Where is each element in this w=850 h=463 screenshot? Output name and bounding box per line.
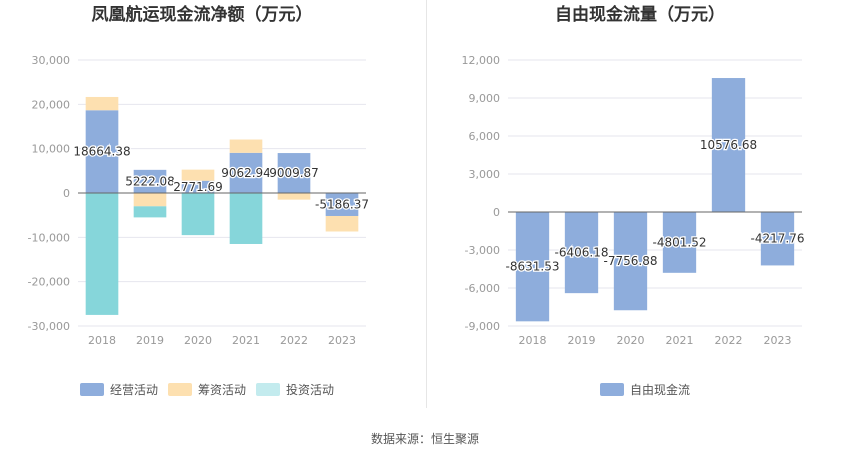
chart-2-ytick-label: 3,000 [469, 168, 501, 181]
chart-2-xtick-label: 2018 [519, 334, 547, 347]
chart-2-ytick-label: 6,000 [469, 130, 501, 143]
chart-2-xtick-label: 2020 [617, 334, 645, 347]
chart-2-bar-fcf-2023 [760, 212, 795, 266]
chart-1-legend-label-financing: 筹资活动 [198, 383, 246, 397]
chart-1-legend-swatch-operating [80, 383, 104, 396]
chart-1-bar-investing-2019 [133, 206, 167, 218]
chart-1-xtick-label: 2023 [328, 334, 356, 347]
chart-2-data-label: -6406.18 [555, 246, 609, 260]
chart-2-title: 自由现金流量（万元） [555, 4, 725, 25]
chart-1-ytick-label: 0 [63, 187, 70, 200]
chart-2-bar-fcf-2019 [564, 212, 599, 294]
chart-1-data-label: 2771.69 [173, 180, 223, 194]
chart-1-bar-operating-2022 [277, 153, 311, 193]
chart-1-xtick-label: 2019 [136, 334, 164, 347]
chart-1-bar-financing-2019 [133, 193, 167, 207]
chart-1-data-label: 18664.38 [73, 145, 130, 159]
chart-1-ytick-label: -20,000 [28, 276, 70, 289]
chart-2-xtick-label: 2021 [666, 334, 694, 347]
chart-1-ytick-label: 20,000 [32, 98, 71, 111]
chart-2-data-label: 10576.68 [700, 138, 757, 152]
chart-2-ytick-label: 12,000 [462, 54, 501, 67]
chart-1-bar-financing-2018 [85, 96, 119, 111]
chart-1-bar-financing-2023 [325, 215, 359, 232]
chart-2-ytick-label: -9,000 [465, 320, 500, 333]
chart-1-legend-swatch-financing [168, 383, 192, 396]
chart-2-xtick-label: 2022 [715, 334, 743, 347]
chart-2-bar-fcf-2021 [662, 212, 697, 273]
chart-1-xtick-label: 2021 [232, 334, 260, 347]
chart-1-ytick-label: -10,000 [28, 231, 70, 244]
chart-1-title: 凤凰航运现金流净额（万元） [92, 4, 313, 25]
chart-1-legend-label-operating: 经营活动 [110, 383, 158, 397]
chart-2-ytick-label: 0 [493, 206, 500, 219]
chart-1-data-label: 9062.94 [221, 166, 271, 180]
chart-2-ytick-label: -3,000 [465, 244, 500, 257]
chart-1-legend-swatch-investing [256, 383, 280, 396]
chart-2-ytick-label: 9,000 [469, 92, 501, 105]
chart-1-xtick-label: 2018 [88, 334, 116, 347]
chart-1-bar-operating-2018 [85, 110, 119, 193]
chart-1-bar-investing-2021 [229, 193, 263, 244]
chart-1-bar-operating-2019 [133, 169, 167, 193]
chart-1-ytick-label: 10,000 [32, 143, 71, 156]
chart-2-xtick-label: 2023 [764, 334, 792, 347]
chart-1-xtick-label: 2022 [280, 334, 308, 347]
chart-1-bar-operating-2023 [325, 193, 359, 216]
chart-2-data-label: -7756.88 [604, 254, 658, 268]
chart-1-bar-investing-2018 [85, 193, 119, 315]
chart-1-bar-operating-2021 [229, 152, 263, 193]
chart-2-legend-label-fcf: 自由现金流 [630, 382, 690, 397]
chart-2-data-label: -4801.52 [653, 235, 707, 249]
chart-1-xtick-label: 2020 [184, 334, 212, 347]
chart-2-data-label: -4217.76 [751, 232, 805, 246]
chart-1-ytick-label: 30,000 [32, 54, 71, 67]
chart-1-data-label: 9009.87 [269, 166, 319, 180]
chart-1-bar-financing-2020 [181, 169, 215, 181]
chart-1-bar-financing-2021 [229, 139, 263, 153]
chart-1-bar-operating-2020 [181, 180, 215, 193]
chart-1-bar-investing-2020 [181, 193, 215, 236]
chart-2-data-label: -8631.53 [506, 260, 560, 274]
panel-divider [426, 0, 427, 408]
chart-2-xtick-label: 2019 [568, 334, 596, 347]
chart-2-bar-fcf-2022 [711, 78, 746, 212]
chart-1-data-label: 5222.08 [125, 174, 175, 188]
chart-2-bar-fcf-2018 [515, 212, 550, 322]
chart-2-bar-fcf-2020 [613, 212, 648, 311]
chart-1-bar-financing-2022 [277, 193, 311, 200]
chart-1-data-label: -5186.37 [315, 197, 369, 211]
chart-2-ytick-label: -6,000 [465, 282, 500, 295]
chart-2-legend-swatch-fcf [600, 383, 624, 396]
chart-1-ytick-label: -30,000 [28, 320, 70, 333]
data-source-note: 数据来源：恒生聚源 [370, 432, 479, 446]
chart-1-legend-label-investing: 投资活动 [286, 382, 334, 397]
